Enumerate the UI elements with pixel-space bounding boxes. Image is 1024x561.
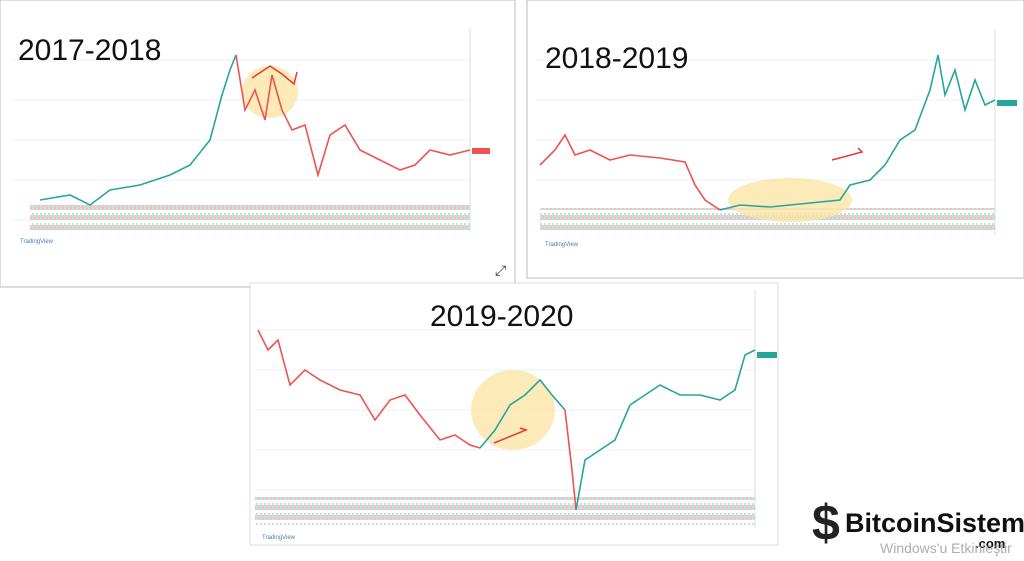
price-line — [39, 54, 237, 206]
highlight — [728, 178, 852, 222]
price-line — [719, 54, 996, 211]
panel-label: 2019-2020 — [430, 300, 573, 333]
logo-icon: $ — [812, 495, 840, 551]
price-line — [539, 133, 721, 211]
volume — [30, 205, 470, 230]
panel-label: 2017-2018 — [18, 34, 161, 67]
price-line — [235, 54, 471, 178]
highlight — [471, 370, 555, 450]
watermark: Windows'u Etkinleştir — [880, 540, 1012, 556]
price-line — [257, 329, 481, 449]
logo-suffix: .com — [975, 536, 1005, 551]
expand-icon[interactable]: ⤢ — [495, 262, 506, 278]
logo-name: BitcoinSistemi — [845, 508, 1024, 538]
arrow — [251, 65, 298, 86]
price-line — [575, 349, 756, 511]
volume — [255, 497, 755, 525]
logo: $ BitcoinSistemi .com — [812, 495, 1024, 551]
chart-panel: 2019-2020 TradingView — [249, 282, 779, 546]
price-tag — [997, 100, 1017, 106]
price-tag — [757, 352, 777, 358]
brand: TradingView — [262, 535, 296, 541]
brand: TradingView — [20, 239, 54, 245]
arrow — [493, 427, 529, 444]
chart-panel: 2017-2018 TradingView ⤢ — [0, 0, 516, 288]
price-line — [564, 409, 577, 511]
arrow — [831, 147, 864, 161]
panel-label: 2018-2019 — [545, 42, 688, 75]
grid — [255, 290, 756, 528]
panel-frame — [0, 0, 516, 288]
chart-panel: 2018-2019 TradingView — [526, 0, 1024, 279]
price-tag — [472, 148, 490, 154]
price-line — [479, 378, 566, 449]
brand: TradingView — [545, 242, 579, 248]
